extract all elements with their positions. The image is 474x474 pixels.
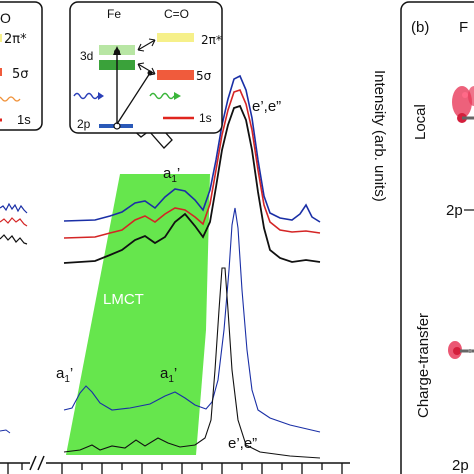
inset-right-title-co: C=O <box>164 7 189 21</box>
inset-right-label-2p: 2p <box>77 117 91 131</box>
molecule-icon-2 <box>448 341 474 359</box>
peak-label-eprime-upper: e’,e” <box>252 98 281 115</box>
panel-b-fragment-2p-bottom: 2p <box>452 457 469 474</box>
panel-b-row-local: Local <box>412 104 429 140</box>
incoming-photon-icon <box>73 92 99 100</box>
inset-right-level-5sigma <box>157 70 194 80</box>
peak-label-a1-lower-right: a1’ <box>160 365 177 385</box>
panel-b-label: (b) <box>411 19 429 36</box>
incoming-photon-arrowhead-icon <box>98 92 104 100</box>
inset-left-label-1s: 1s <box>17 112 31 127</box>
x-axis <box>0 455 350 474</box>
inset-left-level-5sigma <box>0 68 2 76</box>
electron-dot <box>114 49 120 55</box>
inset-left-label-5sigma: 5σ <box>12 67 29 82</box>
spectrum-left-red <box>0 217 28 227</box>
inset-right-label-5sigma: 5σ <box>196 69 212 83</box>
spectrum-left-blue <box>0 202 28 214</box>
spectrum-lower-blue <box>63 207 321 433</box>
lmct-band <box>66 174 210 455</box>
double-arrow-icon-2 <box>137 62 156 76</box>
panel-b-title: F <box>459 19 468 36</box>
panel-b-frame <box>400 1 474 474</box>
spectrum-upper-red <box>63 89 321 239</box>
lmct-label: LMCT <box>103 291 144 308</box>
inset-left-label-2pi: 2π* <box>4 32 27 47</box>
panel-b-fragment-2p-top: 2p <box>446 202 463 219</box>
y-axis-label: Intensity (arb. units) <box>371 70 388 202</box>
spectrum-left-black <box>0 234 28 245</box>
inset-right-label-2pi: 2π* <box>201 33 222 47</box>
inset-left-level-2pi <box>0 34 2 42</box>
spectrum-left-lower <box>0 429 11 434</box>
panel-b-row-charge-transfer: Charge-transfer <box>415 313 432 418</box>
inset-right-label-1s: 1s <box>199 111 212 125</box>
double-arrow-icon <box>137 38 156 52</box>
outgoing-photon-arrowhead-icon <box>174 92 181 100</box>
spectrum-upper-black <box>63 104 321 264</box>
spectrum-lower-black <box>63 267 321 459</box>
molecule-icon <box>452 86 474 123</box>
x-axis-ticks <box>7 463 343 474</box>
peak-label-eprime-lower: e’,e” <box>228 435 257 452</box>
peak-label-a1-upper: a1’ <box>163 165 180 185</box>
wavy-photon-icon <box>0 96 21 102</box>
inset-left: O 2π* 5σ 1s <box>0 1 43 131</box>
outgoing-photon-icon <box>149 92 175 100</box>
decay-arrow-icon <box>116 72 151 125</box>
inset-right-title-fe: Fe <box>107 7 121 21</box>
inset-right-level-2pi <box>157 33 194 42</box>
peak-label-a1-lower-left: a1’ <box>56 365 73 385</box>
break-mark-icon <box>29 455 45 471</box>
inset-left-fragment-o: O <box>0 10 11 26</box>
panel-b: (b) F Local Charge-transfer 2p 2p <box>400 1 474 474</box>
inset-right-label-3d: 3d <box>80 49 93 63</box>
inset-right: Fe C=O 3d 2π* 5σ 2p 1s <box>69 1 223 134</box>
